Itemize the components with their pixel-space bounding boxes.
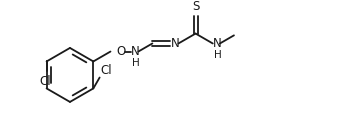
Text: N: N [131,45,140,58]
Text: S: S [192,0,199,13]
Text: H: H [132,58,140,68]
Text: N: N [213,37,222,50]
Text: Cl: Cl [39,75,51,88]
Text: Cl: Cl [101,64,112,77]
Text: H: H [213,50,221,60]
Text: O: O [117,45,126,58]
Text: N: N [171,37,180,50]
